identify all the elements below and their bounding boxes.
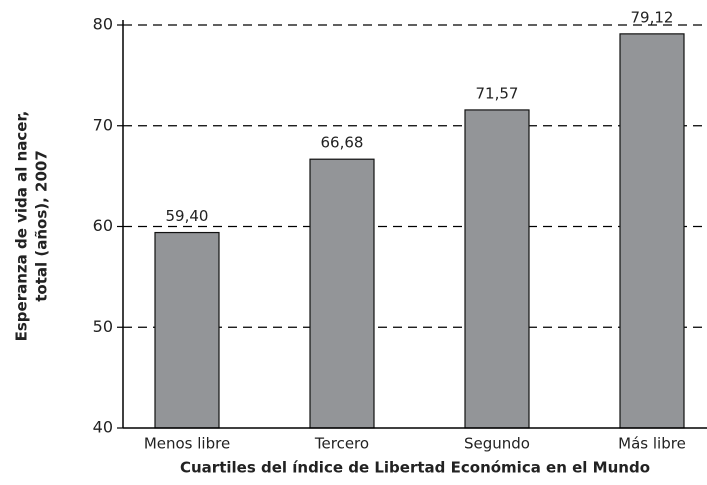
x-axis-label: Cuartiles del índice de Libertad Económi… [180, 459, 650, 477]
x-tick-label: Segundo [464, 435, 530, 453]
bar [464, 109, 530, 429]
y-axis-label: Esperanza de vida al nacer, [13, 111, 31, 342]
bar [154, 231, 220, 429]
y-tick-label: 50 [93, 317, 113, 336]
y-tick-label: 40 [93, 418, 113, 437]
value-label: 66,68 [321, 134, 364, 152]
x-tick-label: Tercero [314, 435, 369, 453]
y-axis-label: total (años), 2007 [33, 150, 51, 302]
bar [309, 158, 375, 429]
bar [619, 33, 685, 429]
value-label: 71,57 [476, 84, 519, 102]
value-label: 79,12 [631, 8, 674, 26]
x-tick-label: Más libre [618, 435, 686, 453]
y-tick-label: 60 [93, 216, 113, 235]
value-label: 59,40 [166, 207, 209, 225]
y-tick-label: 70 [93, 115, 113, 134]
y-tick-label: 80 [93, 15, 113, 34]
x-tick-label: Menos libre [144, 435, 230, 453]
